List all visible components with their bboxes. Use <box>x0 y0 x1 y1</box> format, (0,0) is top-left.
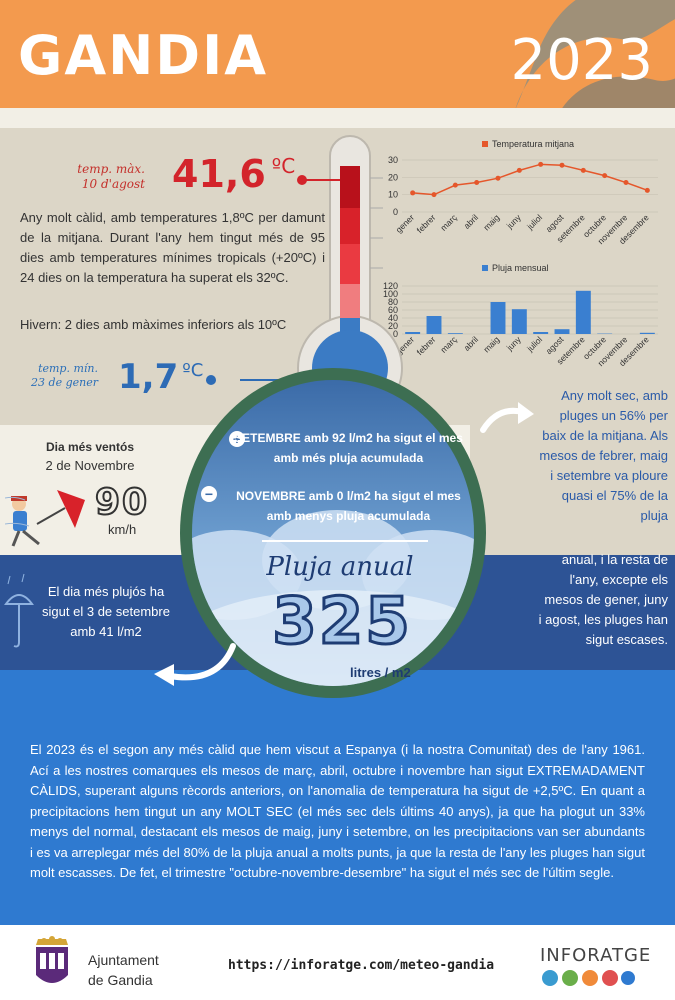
series-line <box>412 163 648 196</box>
footer <box>0 925 675 1000</box>
data-point <box>559 162 565 168</box>
summary-panel <box>0 670 675 925</box>
y-tick-label: 0 <box>393 329 398 339</box>
annual-rain-unit: litres / m2 <box>350 665 411 680</box>
data-point <box>623 180 629 186</box>
x-tick-label: abril <box>462 212 481 231</box>
data-point <box>431 192 437 198</box>
bar <box>554 329 570 334</box>
bar <box>533 332 549 334</box>
wind-unit: km/h <box>108 522 137 537</box>
max-temp-label: temp. màx. 10 d'agost <box>77 162 145 191</box>
ajuntament-shield-icon <box>36 936 68 983</box>
x-tick-label: juny <box>504 334 523 353</box>
x-tick-label: abril <box>462 334 481 353</box>
temperature-description: Any molt càlid, amb temperatures 1,8ºC p… <box>20 210 325 285</box>
year-title: 2023 <box>510 28 653 93</box>
annual-summary: El 2023 és el segon any més càlid que he… <box>30 742 645 880</box>
legend-label: Pluja mensual <box>492 263 549 273</box>
x-tick-label: març <box>438 212 459 233</box>
rainiest-day-text: El dia més plujós ha sigut el 3 de setem… <box>42 584 170 639</box>
x-tick-label: juliol <box>524 334 544 354</box>
wind-date: 2 de Novembre <box>45 458 135 473</box>
legend-swatch <box>482 141 488 147</box>
bar <box>426 316 442 334</box>
weather-icons-row <box>542 970 635 986</box>
min-temp-value: 1,7 ºC <box>118 357 204 397</box>
data-point <box>474 180 480 186</box>
data-point <box>644 187 650 193</box>
winter-note: Hivern: 2 dies amb màximes inferiors als… <box>20 317 287 332</box>
city-title: GANDIA <box>18 24 269 87</box>
y-tick-label: 60 <box>388 305 398 315</box>
annual-rain-value: 325 <box>271 584 412 661</box>
y-tick-label: 120 <box>383 281 398 291</box>
min-temp-label: temp. mín. 23 de gener <box>31 362 98 389</box>
bar <box>405 332 421 334</box>
y-tick-label: 20 <box>388 321 398 331</box>
bar <box>575 290 591 334</box>
x-tick-label: juliol <box>524 212 544 232</box>
minus-icon: − <box>201 486 217 502</box>
data-point <box>410 190 416 196</box>
y-tick-label: 80 <box>388 297 398 307</box>
bar <box>447 333 463 334</box>
dry-year-text: Any molt sec, amb pluges un 56% per baix… <box>539 388 668 523</box>
x-tick-label: febrer <box>415 334 438 357</box>
umbrella-icon <box>4 573 34 648</box>
header: GANDIA 2023 <box>0 0 675 108</box>
bar <box>511 309 527 334</box>
x-tick-label: juny <box>504 212 523 231</box>
legend-swatch <box>482 265 488 271</box>
max-temp-value: 41,6 ºC <box>172 152 296 196</box>
x-tick-label: maig <box>481 212 501 232</box>
wind-panel <box>0 425 200 555</box>
plus-icon: + <box>229 431 245 447</box>
min-temp-marker <box>206 375 216 385</box>
wave-graphic <box>515 0 675 108</box>
divider <box>262 540 428 542</box>
arrow-right-icon <box>480 402 534 433</box>
legend-label: Temperatura mitjana <box>492 139 574 149</box>
bar <box>490 302 506 334</box>
data-point <box>580 167 586 173</box>
data-point <box>516 167 522 173</box>
data-point <box>538 161 544 167</box>
website-link[interactable]: https://inforatge.com/meteo-gandia <box>228 958 495 973</box>
windy-person-icon <box>5 490 85 547</box>
data-point <box>452 182 458 188</box>
x-tick-label: maig <box>481 334 501 354</box>
data-point <box>602 173 608 179</box>
annual-rain-label: Pluja anual <box>266 552 414 582</box>
y-tick-label: 40 <box>388 313 398 323</box>
wind-title: Dia més ventós <box>45 440 135 454</box>
inforatge-logo: INFORATGE <box>540 945 652 966</box>
y-tick-label: 10 <box>388 190 398 200</box>
x-tick-label: febrer <box>415 212 438 235</box>
y-tick-label: 30 <box>388 155 398 165</box>
driest-month-text: NOVEMBRE amb 0 l/m2 ha sigut el mes amb … <box>236 489 461 523</box>
data-point <box>495 175 501 181</box>
y-tick-label: 100 <box>383 289 398 299</box>
bar <box>639 332 655 334</box>
y-tick-label: 0 <box>393 207 398 217</box>
wettest-month-text: SETEMBRE amb 92 l/m2 ha sigut el mes amb… <box>234 431 463 465</box>
dry-year-text-continued: anual, i la resta de l'any, excepte els … <box>538 552 668 647</box>
y-tick-label: 20 <box>388 172 398 182</box>
top-band <box>0 108 675 128</box>
x-tick-label: març <box>438 334 459 355</box>
ajuntament-label: Ajuntament de Gandia <box>88 952 159 988</box>
wind-value: 90 <box>94 481 150 524</box>
arrow-left-icon <box>154 643 236 686</box>
